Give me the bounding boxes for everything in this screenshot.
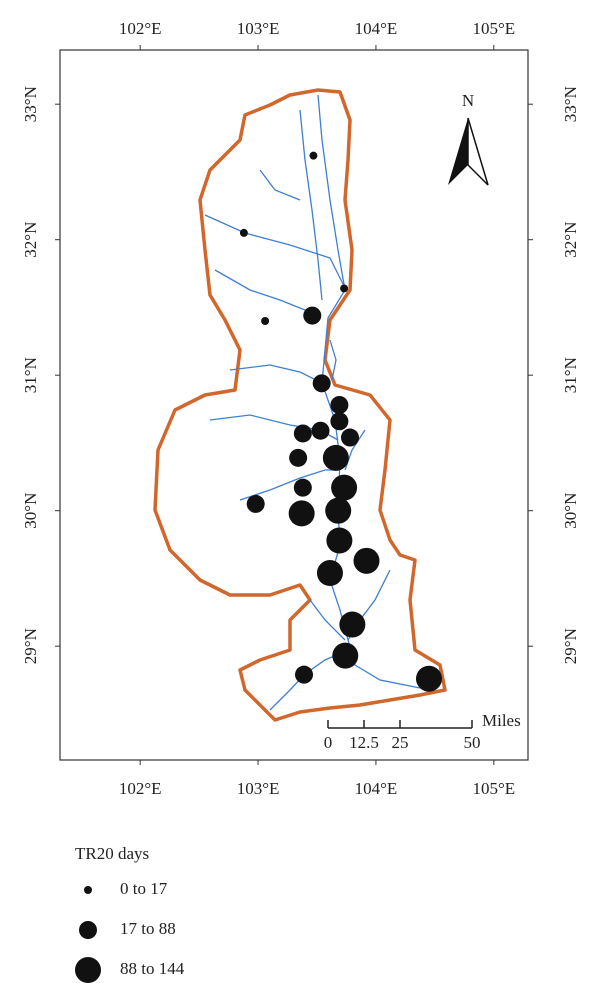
lat-label: 32°N xyxy=(561,222,580,258)
legend-label: 17 to 88 xyxy=(120,919,176,938)
station xyxy=(303,306,322,325)
station xyxy=(353,547,380,574)
lat-label: 31°N xyxy=(21,357,40,393)
lon-label: 104°E xyxy=(355,779,398,798)
lon-label: 102°E xyxy=(119,779,162,798)
legend-title: TR20 days xyxy=(75,844,149,863)
station xyxy=(326,527,353,554)
lat-label: 33°N xyxy=(21,86,40,122)
station xyxy=(332,642,359,669)
legend-label: 0 to 17 xyxy=(120,879,168,898)
legend-symbol xyxy=(79,921,97,939)
lon-label: 103°E xyxy=(237,779,280,798)
lon-label: 103°E xyxy=(237,19,280,38)
station xyxy=(325,497,352,524)
map-frame xyxy=(59,49,529,761)
scale-unit: Miles xyxy=(482,711,521,730)
north-arrow xyxy=(467,117,489,186)
station xyxy=(239,228,248,237)
lat-label: 31°N xyxy=(561,357,580,393)
lat-label: 29°N xyxy=(561,628,580,664)
station xyxy=(330,396,349,414)
scale-label: 12.5 xyxy=(349,733,379,752)
lon-label: 105°E xyxy=(472,19,515,38)
legend-symbol xyxy=(84,886,92,894)
station xyxy=(316,560,343,587)
station xyxy=(309,151,318,160)
station xyxy=(288,500,315,527)
north-arrow xyxy=(448,118,468,185)
scale-label: 50 xyxy=(464,733,481,752)
lon-label: 104°E xyxy=(355,19,398,38)
station xyxy=(331,474,358,501)
lat-label: 33°N xyxy=(561,86,580,122)
basin-boundary xyxy=(153,88,447,722)
station xyxy=(293,424,312,443)
station xyxy=(340,428,359,447)
lat-label: 30°N xyxy=(21,493,40,529)
legend-label: 88 to 144 xyxy=(120,959,185,978)
lat-label: 29°N xyxy=(21,628,40,664)
scale-label: 0 xyxy=(324,733,333,752)
station xyxy=(339,611,366,638)
station xyxy=(293,478,312,497)
station xyxy=(312,374,331,393)
lon-label: 102°E xyxy=(119,19,162,38)
station xyxy=(311,421,330,440)
station xyxy=(295,665,314,684)
station xyxy=(322,444,349,471)
station xyxy=(415,665,442,692)
station xyxy=(289,448,308,467)
scale-label: 25 xyxy=(392,733,409,752)
station xyxy=(340,284,349,293)
north-label: N xyxy=(462,91,474,110)
station xyxy=(261,316,270,325)
lat-label: 32°N xyxy=(21,222,40,258)
lon-label: 105°E xyxy=(472,779,515,798)
lat-label: 30°N xyxy=(561,493,580,529)
station xyxy=(246,494,265,513)
station xyxy=(330,412,349,431)
legend-symbol xyxy=(75,957,101,983)
